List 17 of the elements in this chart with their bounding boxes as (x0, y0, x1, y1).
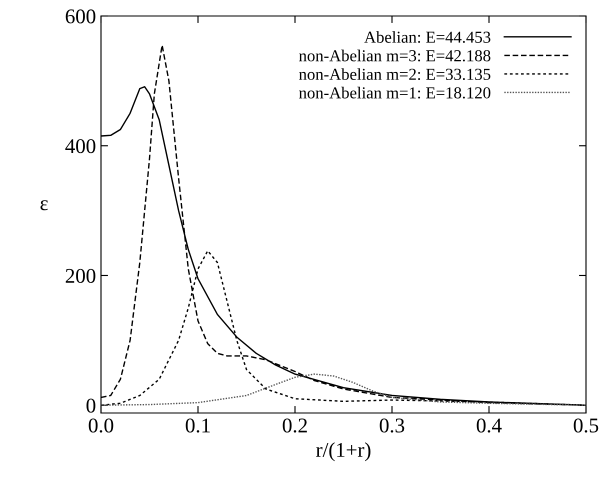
y-tick-label: 400 (65, 139, 96, 154)
x-tick-label: 0.3 (380, 418, 404, 433)
legend-label: non-Abelian m=3: E=42.188 (299, 50, 490, 62)
line-series (101, 373, 586, 406)
x-tick-label: 0.5 (574, 418, 598, 433)
y-tick-label: 600 (66, 9, 96, 24)
legend-label: Abelian: E=44.453 (364, 31, 490, 43)
y-tick-label: 0 (86, 398, 96, 413)
legend-label: non-Abelian m=1: E=18.120 (299, 86, 490, 99)
legend-label: non-Abelian m=2: E=33.135 (299, 68, 490, 80)
x-tick-label: 0.4 (476, 418, 502, 433)
x-tick-label: 0.1 (186, 418, 210, 433)
y-axis-title: ε (40, 200, 48, 210)
y-tick-label: 200 (66, 268, 96, 283)
x-tick-label: 0.0 (88, 418, 114, 433)
x-tick-label: 0.2 (282, 418, 307, 433)
x-axis-title: r/(1+r) (316, 442, 370, 462)
